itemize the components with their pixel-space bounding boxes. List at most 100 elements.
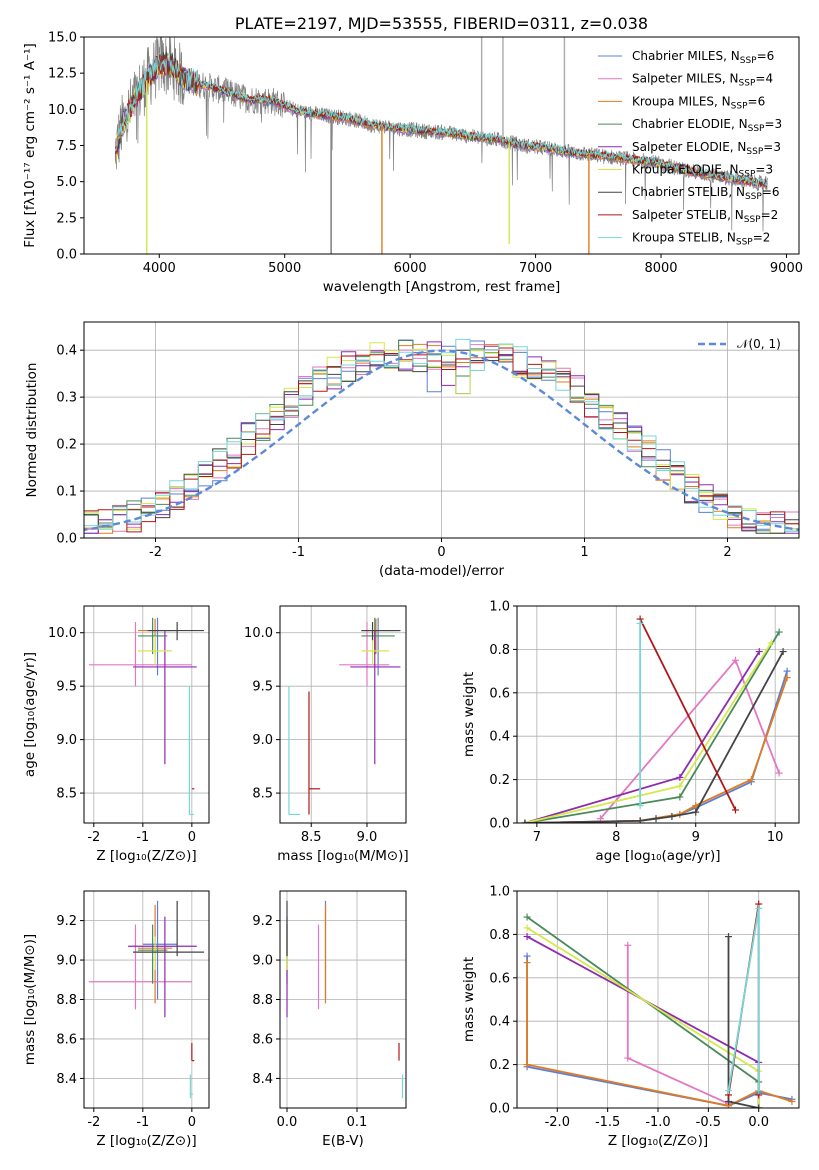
legend-label: Kroupa STELIB, NSSP=2 (632, 231, 770, 248)
legend-label-sub: SSP (740, 56, 757, 66)
model-line-kroupa-stelib (115, 53, 768, 186)
x-axis-label: E(B-V) (322, 1133, 364, 1149)
x-tick-label: 7000 (519, 261, 552, 276)
x-tick-label: 8 (612, 830, 620, 845)
x-tick-label: -1.5 (595, 1115, 620, 1130)
y-tick-label: 8.6 (252, 1032, 273, 1047)
weight-line-salpeter-stelib (639, 618, 737, 811)
data-spectrum-line (115, 37, 768, 232)
plot-area-mass-vs-ebv (286, 900, 404, 1099)
y-tick-label: 9.0 (56, 954, 77, 969)
y-tick-label: 8.8 (252, 993, 273, 1008)
plot-area-residuals (84, 338, 799, 534)
legend-label-value: =6 (748, 94, 766, 108)
y-tick-label: 5.0 (56, 175, 77, 190)
axes-mass-vs-Z: -2 -1 0 8.4 8.6 8.8 9.0 9.2 Z [log₁₀(Z/Z⊙)] mass … (22, 890, 210, 1149)
y-axis-label: Normed distribution (24, 363, 40, 498)
weight-line-kroupa-miles (526, 962, 793, 1107)
x-tick-label: 8000 (644, 261, 677, 276)
histogram-kroupa-stelib (84, 338, 799, 534)
x-axis-label: Z [log₁₀(Z/Z⊙)] (608, 1133, 708, 1149)
x-tick-label: 9000 (770, 261, 803, 276)
y-tick-label: 1.0 (489, 600, 510, 615)
legend-label-value: =2 (761, 208, 779, 222)
axes-residuals: -2 -1 0 1 2 0.0 0.1 0.2 0.3 0.4 (data-model)/error… (24, 321, 800, 579)
gaussian-curve (84, 349, 799, 532)
legend-label: Salpeter MILES, NSSP=4 (632, 72, 773, 89)
y-tick-label: 12.5 (48, 67, 77, 82)
y-tick-label: 9.5 (252, 680, 273, 695)
axes-frame (83, 36, 800, 255)
y-tick-label: 0.1 (56, 485, 77, 500)
legend-label: Salpeter ELODIE, NSSP=3 (632, 140, 781, 157)
x-tick-label: 1 (580, 545, 588, 560)
x-tick-label: -1 (292, 545, 305, 560)
axes-mass-vs-ebv: 0.0 0.1 8.4 8.6 8.8 9.0 9.2 E(B-V) (252, 890, 407, 1149)
legend-label-sub: SSP (748, 124, 765, 134)
legend-label-value: =4 (755, 72, 773, 86)
plot-area-weight-vs-age (521, 615, 791, 823)
axes-spectrum: 4000 5000 6000 7000 8000 9000 0.0 2.5 5.0 7.5 10.0… (22, 14, 803, 295)
legend-label-main: Kroupa ELODIE, N (632, 163, 739, 177)
y-axis-label: age [log₁₀(age/yr)] (22, 652, 38, 777)
x-tick-label: 9.0 (357, 830, 378, 845)
legend-label-main: Chabrier ELODIE, N (632, 117, 748, 131)
plot-area-mass-vs-Z (88, 900, 205, 1099)
x-axis-label: mass [log₁₀(M/M⊙)] (277, 848, 408, 864)
y-tick-label: 0.6 (489, 686, 510, 701)
x-axis-label: Z [log₁₀(Z/Z⊙)] (96, 848, 196, 864)
legend-label: Chabrier STELIB, NSSP=6 (632, 185, 780, 202)
x-tick-label: 5000 (268, 261, 301, 276)
y-tick-label: 0.3 (56, 391, 77, 406)
y-tick-label: 8.6 (56, 1032, 77, 1047)
y-tick-label: 8.4 (252, 1072, 273, 1087)
y-tick-label: 0.0 (56, 532, 77, 547)
axes-frame (83, 890, 210, 1109)
y-tick-label: 0.4 (56, 344, 77, 359)
x-tick-label: 6000 (394, 261, 427, 276)
x-tick-label: -0.5 (696, 1115, 721, 1130)
x-tick-label: 0.0 (277, 1115, 298, 1130)
y-tick-label: 8.5 (56, 787, 77, 802)
x-tick-label: 0 (188, 1115, 196, 1130)
y-axis-label: mass [log₁₀(M/M⊙)] (22, 934, 38, 1065)
legend-label-sub: SSP (736, 238, 753, 248)
x-tick-label: 0.1 (347, 1115, 368, 1130)
y-tick-label: 9.0 (252, 733, 273, 748)
legend-label-value: =6 (757, 49, 775, 63)
axes-frame (516, 605, 800, 824)
weight-line-salpeter-elodie (524, 651, 761, 823)
legend-label-main: Chabrier STELIB, N (632, 185, 745, 199)
legend-label: Salpeter STELIB, NSSP=2 (632, 208, 778, 225)
y-tick-label: 9.0 (252, 954, 273, 969)
x-tick-label: 4000 (143, 261, 176, 276)
y-tick-label: 10.0 (244, 626, 273, 641)
weight-line-salpeter-miles (599, 658, 780, 820)
weight-line-kroupa-elodie (524, 642, 772, 823)
x-tick-label: -1 (136, 830, 149, 845)
axes-frame (83, 605, 210, 824)
x-axis-label: age [log₁₀(age/yr)] (595, 848, 720, 864)
y-tick-label: 8.8 (56, 993, 77, 1008)
legend-label-value: =3 (764, 117, 782, 131)
y-tick-label: 8.4 (56, 1072, 77, 1087)
y-tick-label: 0.8 (489, 643, 510, 658)
weight-line-chabrier-miles (526, 956, 793, 1107)
y-tick-label: 0.2 (489, 773, 510, 788)
weight-line-chabrier-elodie (526, 916, 760, 1108)
plot-area-spectrum (115, 37, 768, 254)
x-tick-label: 9 (692, 830, 700, 845)
y-tick-label: 1.0 (489, 885, 510, 900)
axes-weight-vs-Z: -2.0 -1.5 -1.0 -0.5 0.0 0.0 0.2 0.4 0.6 0.8 1.0 Z [… (461, 885, 800, 1149)
weight-line-kroupa-stelib (727, 908, 760, 1091)
legend-label-main: Kroupa STELIB, N (632, 231, 736, 245)
y-axis-label: mass weight (461, 672, 477, 757)
legend-label-sub: SSP (746, 147, 763, 157)
legend-label-value: =3 (755, 163, 773, 177)
legend-label-value: =3 (763, 140, 781, 154)
axes-weight-vs-age: 7 8 9 10 0.0 0.2 0.4 0.6 0.8 1.0 age [log₁₀(age/yr… (461, 600, 800, 864)
y-axis-label: mass weight (461, 957, 477, 1042)
x-tick-label: -2 (87, 830, 100, 845)
